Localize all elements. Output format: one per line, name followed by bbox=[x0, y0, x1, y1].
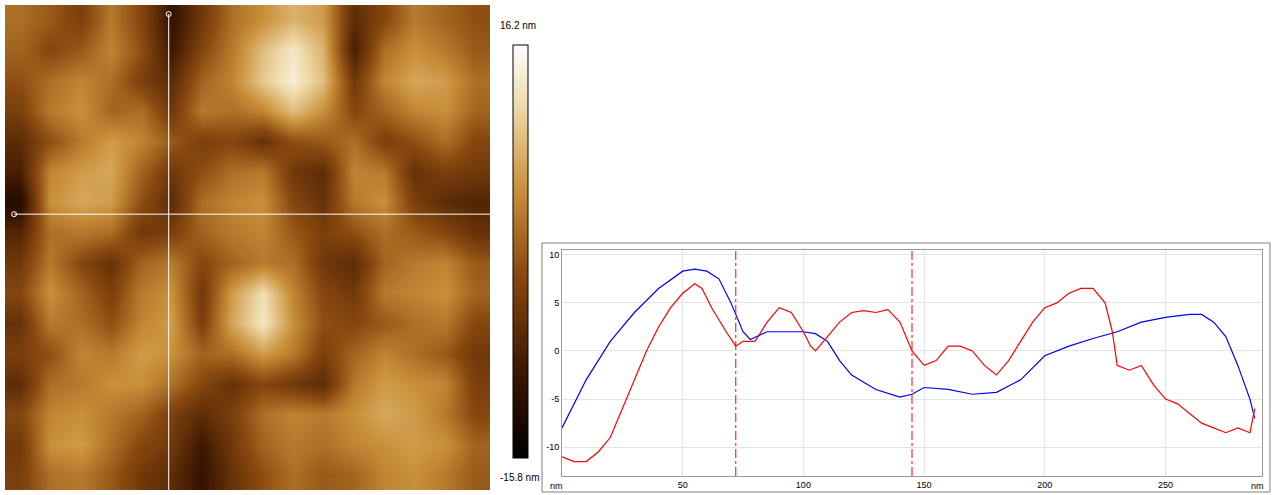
svg-text:nm: nm bbox=[1251, 481, 1264, 491]
svg-text:50: 50 bbox=[678, 480, 688, 490]
svg-text:16.2 nm: 16.2 nm bbox=[500, 20, 536, 31]
svg-text:-5: -5 bbox=[551, 394, 559, 404]
svg-text:10: 10 bbox=[549, 250, 559, 260]
svg-text:100: 100 bbox=[796, 480, 811, 490]
svg-text:5: 5 bbox=[554, 298, 559, 308]
svg-text:150: 150 bbox=[917, 480, 932, 490]
svg-text:0: 0 bbox=[554, 346, 559, 356]
svg-text:250: 250 bbox=[1158, 480, 1173, 490]
svg-text:200: 200 bbox=[1037, 480, 1052, 490]
svg-text:nm: nm bbox=[550, 481, 563, 491]
svg-text:-15.8 nm: -15.8 nm bbox=[500, 472, 539, 483]
svg-text:-10: -10 bbox=[546, 442, 559, 452]
